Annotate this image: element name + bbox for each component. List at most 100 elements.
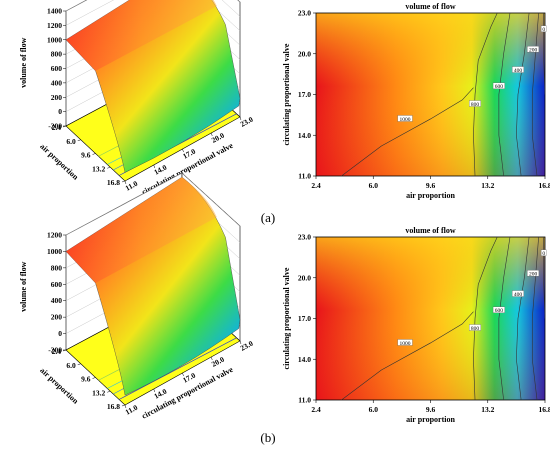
z-tick-label: 800 <box>51 263 63 272</box>
z-tick-label: 1000 <box>47 247 62 256</box>
contour-label-box-800 <box>469 324 481 331</box>
x-tick-mark <box>107 167 111 169</box>
x-tick-mark <box>77 363 81 365</box>
contour-label-400: 400 <box>514 68 523 74</box>
x-tick-mark <box>92 377 96 379</box>
contour-label-400: 400 <box>514 292 523 298</box>
contour-label-box-1000 <box>397 115 413 122</box>
z-tick-label: 1400 <box>47 7 62 16</box>
y-tick-label: 11.0 <box>298 396 311 405</box>
contour-line-1000 <box>341 311 474 401</box>
y-tick-label: 20.0 <box>298 49 311 58</box>
contour-line-800 <box>473 236 498 401</box>
x-tick-mark <box>107 391 111 393</box>
contour-label-1000: 1000 <box>400 117 411 123</box>
contour-line-200 <box>531 12 539 177</box>
contour-label-600: 600 <box>495 308 504 314</box>
contour-shade <box>316 237 545 400</box>
z-tick-label: 600 <box>51 280 63 289</box>
contour-label-0: 0 <box>542 27 545 33</box>
contour-label-box-0 <box>540 249 547 256</box>
y-tick-mark <box>182 148 184 153</box>
contour-line-400 <box>516 12 530 177</box>
x-tick-label: 6.0 <box>369 181 379 190</box>
surface-highlight <box>66 0 217 71</box>
z-tick-label: 0 <box>58 107 62 116</box>
y-axis-label: circulating proportional valve <box>282 267 291 369</box>
y-tick-label: 20.0 <box>298 273 311 282</box>
contour-line-200 <box>531 236 539 401</box>
contour-line-400 <box>516 236 530 401</box>
x-tick-mark <box>62 349 67 352</box>
surface-plot-a: 1400 1200 1000 800 600 400 200 0 -200 volume of f… <box>19 0 255 197</box>
contour-label-box-600 <box>492 82 505 89</box>
x-tick-mark <box>62 125 67 128</box>
y-tick-mark <box>211 356 213 361</box>
y-tick-mark <box>153 388 155 393</box>
contour-label-200: 200 <box>529 47 538 53</box>
contour-line-600 <box>498 236 511 401</box>
y-tick-label: 17.0 <box>298 314 311 323</box>
x-tick-mark <box>77 139 81 141</box>
z-tick-label: 1200 <box>47 231 62 240</box>
z-tick-label: -200 <box>48 346 62 355</box>
y-tick-label: 17.0 <box>298 90 311 99</box>
x-axis-label: air proportion <box>406 415 455 424</box>
contour-label-800: 800 <box>471 326 480 332</box>
z-tick-label: 400 <box>51 78 63 87</box>
x-axis-label: air proportion <box>38 366 80 406</box>
contour-line-600 <box>498 12 511 177</box>
panel-label-b: (b) <box>260 430 275 445</box>
x-tick-label: 6.0 <box>369 405 379 414</box>
y-tick-mark <box>211 132 213 137</box>
z-tick-label: 400 <box>51 296 63 305</box>
chart-title: volume of flow <box>405 2 455 11</box>
y-tick-label: 23.0 <box>298 233 311 242</box>
y-tick-mark <box>124 180 127 185</box>
y-tick-label: 14.0 <box>298 355 311 364</box>
x-tick-label: 6.0 <box>66 137 76 146</box>
contour-label-box-0 <box>540 25 547 32</box>
contour-label-box-400 <box>512 290 524 297</box>
y-tick-label: 14.0 <box>298 131 311 140</box>
floor-contour-line <box>118 337 237 400</box>
x-tick-label: 13.2 <box>481 405 494 414</box>
x-tick-label: 2.4 <box>52 123 62 132</box>
x-tick-mark <box>92 153 96 155</box>
z-tick-label: -200 <box>48 122 62 131</box>
contour-label-0: 0 <box>542 251 545 257</box>
x-tick-label: 9.6 <box>426 405 436 414</box>
x-tick-label: 16.8 <box>107 178 120 187</box>
x-axis-label: air proportion <box>406 191 455 200</box>
y-tick-label: 23.0 <box>239 339 255 353</box>
y-tick-mark <box>239 116 242 121</box>
x-tick-label: 16.8 <box>538 181 550 190</box>
x-tick-label: 16.8 <box>107 402 120 411</box>
y-tick-label: 11.0 <box>298 172 311 181</box>
x-tick-label: 16.8 <box>538 405 550 414</box>
y-tick-mark <box>182 372 184 377</box>
x-tick-label: 2.4 <box>311 405 321 414</box>
x-tick-mark <box>121 180 126 183</box>
contour-plot-b: volume of flow 1000 800 600 400 200 0 2.4 6.0 9.6… <box>282 226 550 424</box>
z-tick-label: 200 <box>51 93 63 102</box>
contour-label-box-800 <box>469 100 481 107</box>
z-axis-label: volume of flow <box>19 37 28 87</box>
contour-label-box-200 <box>527 46 540 53</box>
contour-label-800: 800 <box>471 102 480 108</box>
contour-line-1000 <box>341 87 474 177</box>
z-tick-label: 800 <box>51 50 63 59</box>
z-tick-label: 1000 <box>47 35 62 44</box>
x-tick-label: 9.6 <box>81 151 91 160</box>
z-grid-line <box>65 172 241 236</box>
z-tick-label: 1200 <box>47 21 62 30</box>
y-tick-label: 23.0 <box>298 9 311 18</box>
contour-plot-a: volume of flow 1000 800 600 400 200 0 2.4 6.0 9.6… <box>282 2 550 200</box>
contour-label-1000: 1000 <box>400 341 411 347</box>
x-tick-label: 2.4 <box>52 347 62 356</box>
panel-label-a: (a) <box>261 210 275 225</box>
chart-title: volume of flow <box>405 226 455 235</box>
x-tick-label: 13.2 <box>481 181 494 190</box>
y-tick-mark <box>239 340 242 345</box>
x-tick-label: 13.2 <box>92 164 105 173</box>
